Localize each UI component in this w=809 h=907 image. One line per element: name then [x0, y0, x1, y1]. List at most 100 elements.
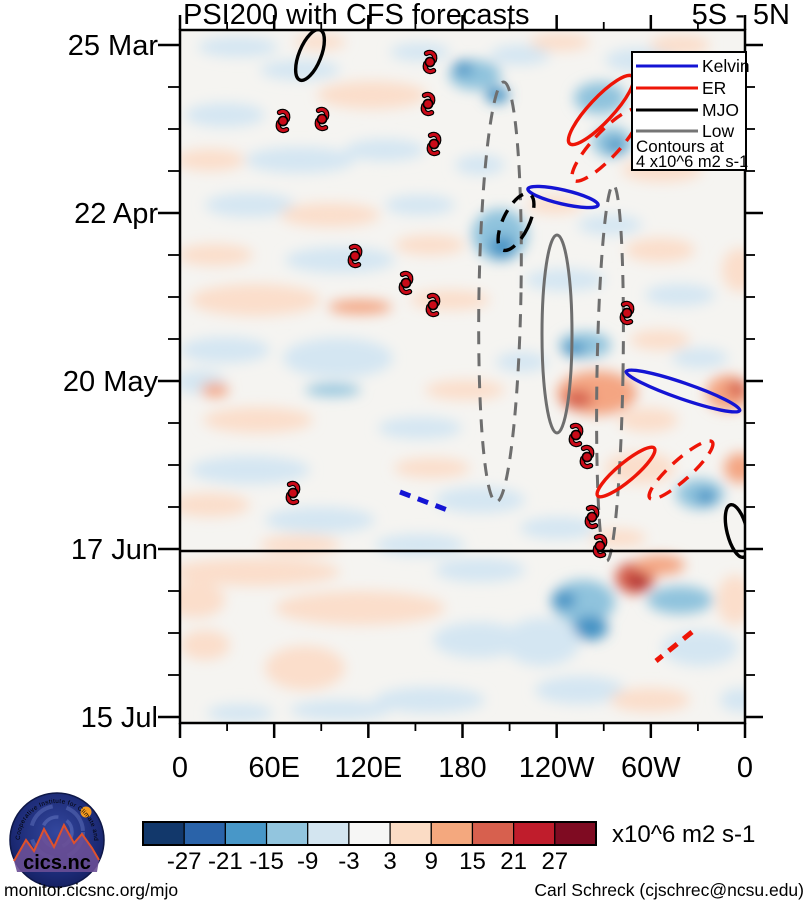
footer-credit: Carl Schreck (cjschrec@ncsu.edu)	[534, 880, 804, 900]
anomaly-blob	[572, 616, 608, 640]
anomaly-blob	[453, 61, 473, 75]
anomaly-blob	[328, 300, 392, 314]
anomaly-blob	[394, 458, 470, 478]
anomaly-blob	[618, 408, 678, 432]
tropical-cyclone-icon	[285, 480, 301, 506]
y-axis-tick-label: 25 Mar	[68, 30, 159, 62]
colorbar-units-label: x10^6 m2 s-1	[612, 821, 755, 848]
anomaly-blob	[283, 338, 393, 378]
anomaly-blob	[727, 381, 745, 397]
anomaly-blob	[190, 456, 310, 484]
axes: 0 60E 120E 180 120W 60W 0 25 Mar 22 Apr 20 May 17 …	[63, 15, 763, 784]
cics-logo: cics.nc Cooperative Institute for Climat…	[0, 0, 105, 888]
tropical-cyclone-icon	[592, 533, 608, 559]
latitude-band-label: 5S - 5N	[692, 0, 790, 31]
logo-spiral-outer	[29, 804, 85, 860]
colorbar-swatch	[265, 821, 309, 846]
colorbar-swatch	[471, 821, 515, 846]
footer-url: monitor.cicsnc.org/mjo	[4, 880, 178, 900]
tropical-cyclone-icon	[568, 422, 584, 448]
colorbar-swatch	[307, 821, 350, 846]
tropical-cyclone-icon	[398, 270, 414, 296]
anomaly-blob	[385, 195, 455, 215]
anomaly-blob	[530, 33, 590, 51]
anomaly-blob	[180, 149, 245, 171]
anomaly-blob	[265, 646, 345, 690]
anomaly-blob	[290, 700, 390, 720]
x-axis-tick-label: 0	[737, 752, 753, 784]
colorbar-swatch	[554, 821, 597, 846]
tropical-cyclone-symbols	[275, 49, 635, 559]
anomaly-blob	[720, 688, 745, 712]
anomaly-blob	[535, 676, 625, 704]
anomaly-blob	[317, 81, 427, 109]
tropical-cyclone-icon	[275, 108, 291, 134]
er-wave-contour	[595, 445, 657, 499]
colorbar-tick-label: -9	[297, 848, 318, 875]
anomaly-blob	[563, 390, 593, 408]
anomaly-blob	[527, 196, 583, 214]
anomaly-blob	[625, 238, 695, 262]
x-axis-tick-label: 120E	[334, 752, 402, 784]
colorbar-tick-label: -27	[167, 848, 202, 875]
anomaly-blob	[425, 380, 505, 400]
tropical-cyclone-icon	[426, 131, 442, 157]
anomaly-blob	[630, 330, 690, 350]
anomaly-blob	[285, 247, 395, 273]
tropical-cyclone-icon	[314, 106, 330, 132]
anomaly-blob	[390, 43, 450, 61]
colorbar-tick-label: 3	[383, 848, 396, 875]
tropical-cyclone-icon	[420, 91, 436, 117]
anomaly-blob	[280, 203, 380, 227]
anomaly-blob	[203, 407, 313, 433]
colorbar-swatch	[513, 821, 556, 846]
mjo-wave-contour	[496, 191, 536, 253]
er-wave-contour	[647, 439, 715, 501]
anomaly-blob	[435, 558, 525, 582]
anomaly-blob	[260, 60, 340, 80]
anomaly-blob	[551, 580, 615, 624]
logo-sun-icon	[80, 806, 92, 818]
logo-mountains-icon	[14, 825, 99, 872]
colorbar-tick-label: -21	[208, 848, 243, 875]
anomaly-blob	[180, 244, 253, 266]
anomaly-blob	[180, 493, 250, 517]
anomaly-blob	[378, 417, 462, 439]
anomaly-blob	[578, 215, 642, 235]
anomaly-blob	[345, 139, 425, 161]
anomaly-blob	[275, 591, 445, 625]
legend-mjo-label: MJO	[702, 100, 739, 120]
x-axis-tick-label: 60W	[621, 752, 681, 784]
tropical-cyclone-icon	[579, 444, 595, 470]
mjo-wave-contour	[293, 30, 327, 83]
x-axis-tick-label: 120W	[519, 752, 595, 784]
low-wave-contour	[540, 233, 574, 435]
anomaly-blob	[525, 269, 605, 291]
anomaly-blob	[650, 35, 710, 55]
anomaly-blob	[201, 383, 229, 397]
anomaly-blob	[180, 630, 230, 660]
anomaly-blob	[645, 284, 715, 306]
anomaly-blob	[375, 687, 485, 713]
anomaly-blob	[724, 453, 745, 483]
anomaly-blob	[205, 193, 295, 217]
tropical-cyclone-icon	[347, 243, 363, 269]
tropical-cyclone-icon	[422, 49, 438, 75]
anomaly-blob	[672, 348, 728, 368]
anomaly-blob	[496, 352, 548, 372]
colorbar-swatch	[348, 821, 391, 846]
anomaly-blob	[180, 337, 270, 363]
legend-note-line1: Contours at	[636, 137, 724, 156]
anomaly-blob	[180, 558, 340, 586]
anomaly-blob	[629, 574, 647, 588]
legend: Kelvin ER MJO Low Contours at 4 x10^6 m2…	[631, 51, 750, 171]
anomaly-blob	[552, 591, 576, 609]
anomaly-blob	[504, 618, 580, 666]
colorbar-swatch	[142, 821, 185, 846]
tropical-cyclone-icon	[584, 504, 600, 530]
anomaly-blob	[265, 507, 375, 533]
colorbar-tick-label: 9	[425, 848, 438, 875]
colorbar: -27 -21 -15 -9 -3 3 9 15 21 27	[142, 821, 597, 875]
